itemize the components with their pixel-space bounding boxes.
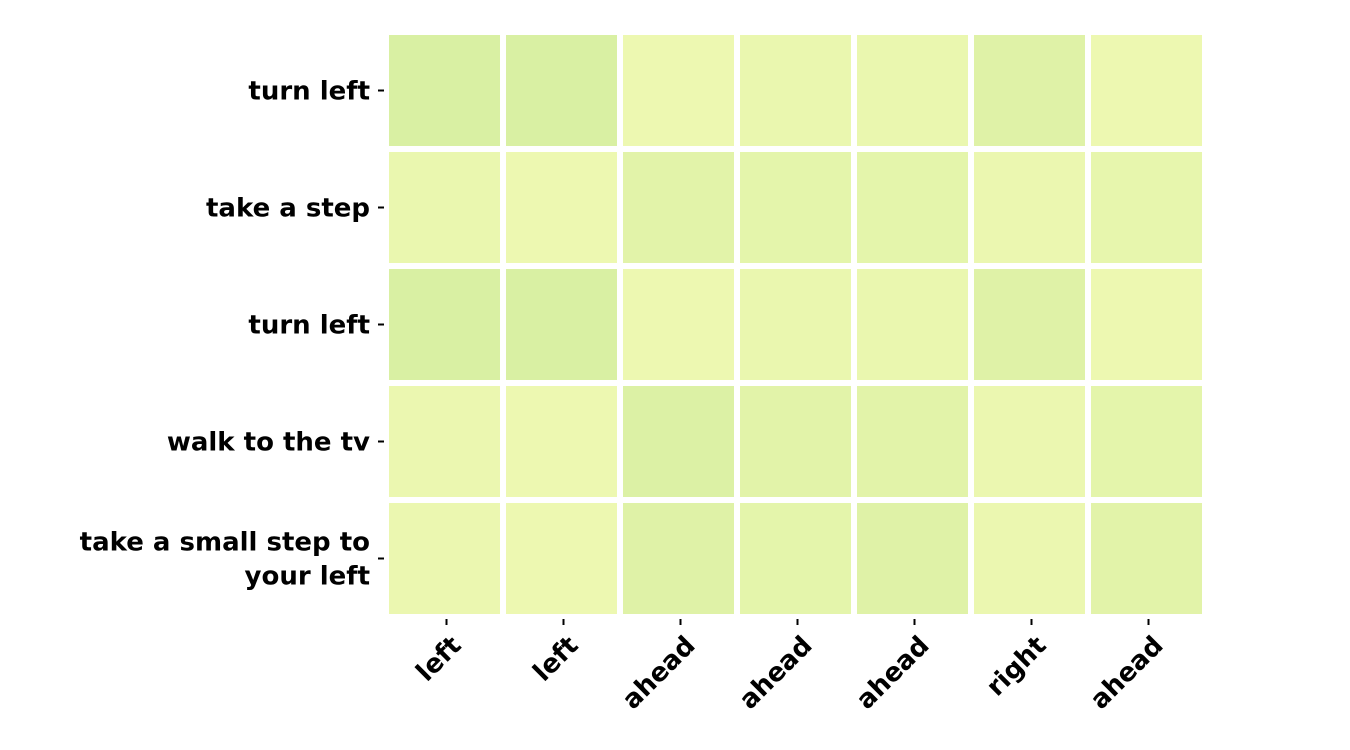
y-tick-label: walk to the tv xyxy=(167,428,370,458)
heatmap-cell-r4-c0 xyxy=(389,503,500,614)
heatmap-cell-r0-c5 xyxy=(974,35,1085,146)
heatmap-cell-r1-c1 xyxy=(506,152,617,263)
heatmap-cell-r3-c2 xyxy=(623,386,734,497)
x-tick-label: ahead xyxy=(1085,631,1170,716)
heatmap-cell-r1-c5 xyxy=(974,152,1085,263)
x-tick-label: right xyxy=(981,631,1053,703)
heatmap-cell-r1-c4 xyxy=(857,152,968,263)
heatmap-cell-r1-c3 xyxy=(740,152,851,263)
heatmap-cell-r2-c1 xyxy=(506,269,617,380)
heatmap-cell-r4-c4 xyxy=(857,503,968,614)
heatmap-cell-r3-c0 xyxy=(389,386,500,497)
y-tick-label: take a small step to your left xyxy=(80,528,370,592)
x-tick-label: ahead xyxy=(851,631,936,716)
heatmap-cell-r3-c4 xyxy=(857,386,968,497)
heatmap-cell-r0-c6 xyxy=(1091,35,1202,146)
x-tick-label: left xyxy=(411,631,468,688)
heatmap-cell-r2-c2 xyxy=(623,269,734,380)
heatmap-cell-r0-c1 xyxy=(506,35,617,146)
heatmap-cell-r3-c3 xyxy=(740,386,851,497)
x-tick-label: ahead xyxy=(734,631,819,716)
heatmap-cell-r4-c3 xyxy=(740,503,851,614)
heatmap-cell-r2-c3 xyxy=(740,269,851,380)
heatmap-cell-r4-c6 xyxy=(1091,503,1202,614)
heatmap-cell-r2-c0 xyxy=(389,269,500,380)
heatmap-cell-r3-c1 xyxy=(506,386,617,497)
heatmap-cell-r4-c2 xyxy=(623,503,734,614)
heatmap-cell-r2-c5 xyxy=(974,269,1085,380)
heatmap-cell-r4-c5 xyxy=(974,503,1085,614)
y-axis: turn left take a step turn left walk to the… xyxy=(80,77,384,592)
heatmap-cell-r1-c0 xyxy=(389,152,500,263)
heatmap-cell-r3-c5 xyxy=(974,386,1085,497)
y-tick-label: take a step xyxy=(206,194,370,224)
heatmap-cell-r0-c0 xyxy=(389,35,500,146)
heatmap-cell-r3-c6 xyxy=(1091,386,1202,497)
x-axis: left left ahead ahead ahead right ahead xyxy=(411,619,1170,716)
heatmap-cell-r0-c2 xyxy=(623,35,734,146)
heatmap-cell-r2-c6 xyxy=(1091,269,1202,380)
heatmap-cell-r2-c4 xyxy=(857,269,968,380)
heatmap-cell-r1-c2 xyxy=(623,152,734,263)
heatmap-cell-r0-c3 xyxy=(740,35,851,146)
y-tick-label: turn left xyxy=(248,77,370,107)
y-tick-label: turn left xyxy=(248,311,370,341)
heatmap-cell-r1-c6 xyxy=(1091,152,1202,263)
heatmap-cell-r4-c1 xyxy=(506,503,617,614)
heatmap-cell-r0-c4 xyxy=(857,35,968,146)
x-tick-label: ahead xyxy=(617,631,702,716)
heatmap-cells xyxy=(389,35,1202,614)
x-tick-label: left xyxy=(528,631,585,688)
